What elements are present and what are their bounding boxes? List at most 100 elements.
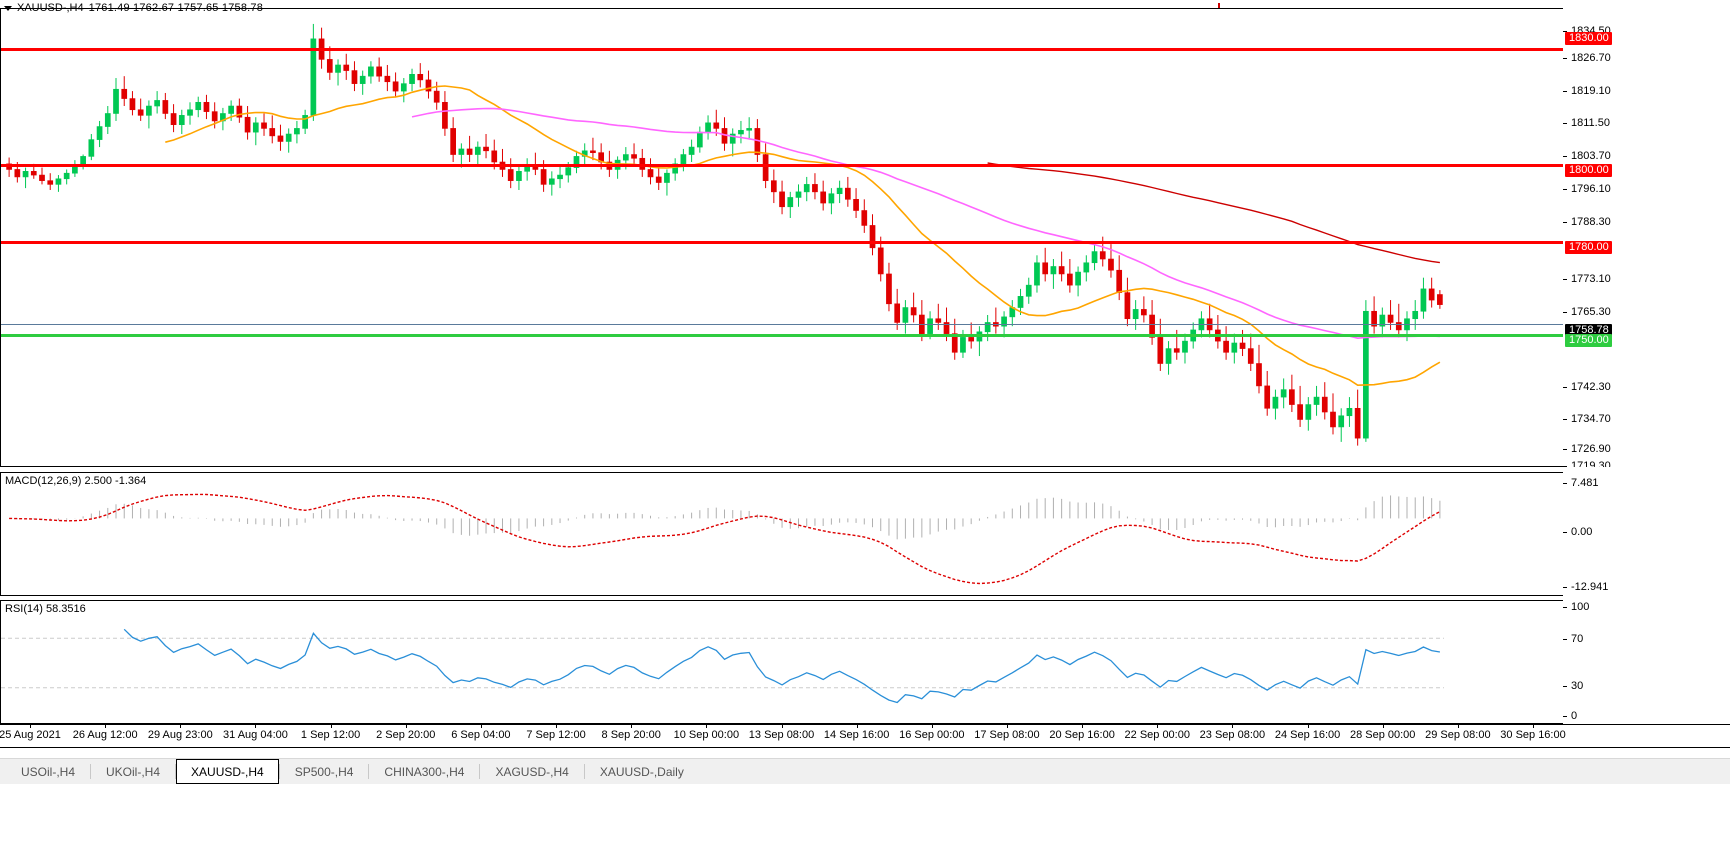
time-tick-label: 14 Sep 16:00 — [823, 729, 890, 741]
macd-panel[interactable]: MACD(12,26,9) 2.500 -1.364 — [0, 472, 1563, 596]
price-chart-svg — [6, 23, 1443, 446]
tick-mark — [1563, 189, 1567, 190]
time-tick-mark — [1082, 725, 1084, 728]
price-tick-label: 1796.10 — [1571, 183, 1611, 195]
tick-mark — [1563, 587, 1567, 588]
price-tick-label: 1773.10 — [1571, 273, 1611, 285]
time-tick-mark — [180, 725, 182, 728]
price-tick-label: 1742.30 — [1571, 381, 1611, 393]
time-tick-label: 29 Aug 23:00 — [147, 729, 213, 741]
level-line-1780[interactable] — [1, 241, 1563, 244]
macd-tick-label: 0.00 — [1571, 526, 1593, 538]
time-axis[interactable]: 25 Aug 2021 26 Aug 12:00 29 Aug 23:00 31 Au… — [0, 724, 1730, 748]
tab-separator — [479, 764, 481, 779]
price-tick-label: 1826.70 — [1571, 52, 1611, 64]
time-tick-label: 17 Sep 08:00 — [974, 729, 1040, 741]
macd-plot — [1, 473, 1563, 595]
time-tick-label: 2 Sep 20:00 — [376, 729, 436, 741]
time-tick-mark — [1006, 725, 1008, 728]
time-tick-label: 31 Aug 04:00 — [223, 729, 288, 741]
time-tick-mark — [330, 725, 332, 728]
time-tick-mark — [1382, 725, 1384, 728]
triangle-down-icon[interactable] — [4, 5, 12, 11]
current-price-line[interactable] — [1, 324, 1563, 325]
time-tick-mark — [480, 725, 482, 728]
time-tick-mark — [1157, 725, 1159, 728]
chart-tab-bar[interactable]: USOil-,H4 UKOil-,H4 XAUUSD-,H4 SP500-,H4 CHI… — [0, 758, 1730, 784]
level-label-1780[interactable]: 1780.00 — [1565, 241, 1612, 254]
time-tick-label: 7 Sep 12:00 — [526, 729, 586, 741]
rsi-tick-label: 30 — [1571, 680, 1584, 692]
time-tick-mark — [1307, 725, 1309, 728]
chart-tab-usoil-h4[interactable]: USOil-,H4 — [21, 764, 76, 779]
price-tick-label: 1819.10 — [1571, 85, 1611, 97]
time-tick-label: 16 Sep 00:00 — [899, 729, 965, 741]
time-tick-label: 29 Sep 08:00 — [1425, 729, 1491, 741]
chart-tab-ukoil-h4[interactable]: UKOil-,H4 — [106, 764, 161, 779]
level-line-1750[interactable] — [1, 334, 1563, 337]
time-tick-mark — [30, 725, 31, 728]
time-tick-mark — [1457, 725, 1459, 728]
price-panel[interactable] — [0, 8, 1563, 467]
price-tick-label: 1811.50 — [1571, 117, 1610, 129]
macd-scale[interactable]: 7.481 0.00 -12.941 — [1563, 472, 1730, 596]
chart-tab-xauusd-daily[interactable]: XAUUSD-,Daily — [599, 764, 684, 779]
level-label-1750[interactable]: 1750.00 — [1565, 334, 1612, 347]
time-tick-label: 28 Sep 00:00 — [1349, 729, 1416, 741]
tab-separator — [90, 764, 92, 779]
tick-mark — [1563, 312, 1567, 313]
time-tick-mark — [931, 725, 933, 728]
chart-tab-xagusd-h4[interactable]: XAGUSD-,H4 — [495, 764, 569, 779]
chart-tab-china300-h4[interactable]: CHINA300-,H4 — [384, 764, 465, 779]
tick-mark — [1563, 716, 1567, 717]
tick-mark — [1563, 639, 1567, 640]
price-tick-label: 1734.70 — [1571, 413, 1611, 425]
tick-mark — [1563, 419, 1567, 420]
ohlc-values: 1761.49 1762.67 1757.65 1758.78 — [88, 2, 264, 14]
price-scale[interactable]: 1834.50 1830.00 1826.70 1819.10 1811.50 … — [1563, 8, 1730, 467]
level-label-1800[interactable]: 1800.00 — [1565, 164, 1612, 177]
level-line-1830[interactable] — [1, 48, 1563, 51]
rsi-scale[interactable]: 100 70 30 0 — [1563, 600, 1730, 724]
level-label-1830[interactable]: 1830.00 — [1565, 32, 1612, 45]
macd-label: MACD(12,26,9) 2.500 -1.364 — [5, 475, 147, 487]
tab-separator — [175, 764, 177, 779]
tick-mark — [1563, 483, 1567, 484]
symbol-header: XAUUSD-,H4 1761.49 1762.67 1757.65 1758.… — [0, 0, 263, 16]
tick-mark — [1563, 123, 1567, 124]
time-tick-label: 25 Aug 2021 — [0, 729, 61, 741]
tick-mark — [1563, 222, 1567, 223]
tick-mark — [1563, 607, 1567, 608]
rsi-label: RSI(14) 58.3516 — [5, 603, 86, 615]
tick-mark — [1563, 466, 1567, 467]
time-tick-mark — [105, 725, 107, 728]
symbol-label: XAUUSD-,H4 — [17, 2, 84, 14]
chart-tab-sp500-h4[interactable]: SP500-,H4 — [294, 764, 354, 779]
chart-tab-xauusd-h4[interactable]: XAUUSD-,H4 — [176, 759, 279, 784]
tab-separator — [278, 764, 280, 779]
rsi-plot — [1, 601, 1563, 723]
macd-tick-label: -12.941 — [1571, 581, 1609, 593]
time-tick-mark — [781, 725, 783, 728]
tick-mark — [1563, 387, 1567, 388]
rsi-tick-label: 70 — [1571, 633, 1584, 645]
time-tick-label: 8 Sep 20:00 — [601, 729, 661, 741]
time-tick-label: 10 Sep 00:00 — [673, 729, 740, 741]
rsi-panel[interactable]: RSI(14) 58.3516 — [0, 600, 1563, 724]
rsi-tick-label: 100 — [1571, 601, 1590, 613]
tab-separator — [368, 764, 370, 779]
level-line-1800[interactable] — [1, 164, 1563, 167]
tab-separator — [583, 764, 585, 779]
time-tick-mark — [1232, 725, 1234, 728]
time-tick-mark — [405, 725, 407, 728]
tick-mark — [1563, 532, 1567, 533]
time-tick-label: 1 Sep 12:00 — [300, 729, 361, 741]
time-tick-mark — [856, 725, 858, 728]
price-tick-label: 1719.30 — [1571, 460, 1611, 467]
current-price-label[interactable]: 1758.78 — [1565, 324, 1612, 337]
time-tick-label: 23 Sep 08:00 — [1199, 729, 1266, 741]
price-plot — [1, 9, 1563, 466]
time-tick-mark — [255, 725, 257, 728]
price-tick-label: 1803.70 — [1571, 150, 1611, 162]
tick-mark — [1563, 31, 1567, 32]
